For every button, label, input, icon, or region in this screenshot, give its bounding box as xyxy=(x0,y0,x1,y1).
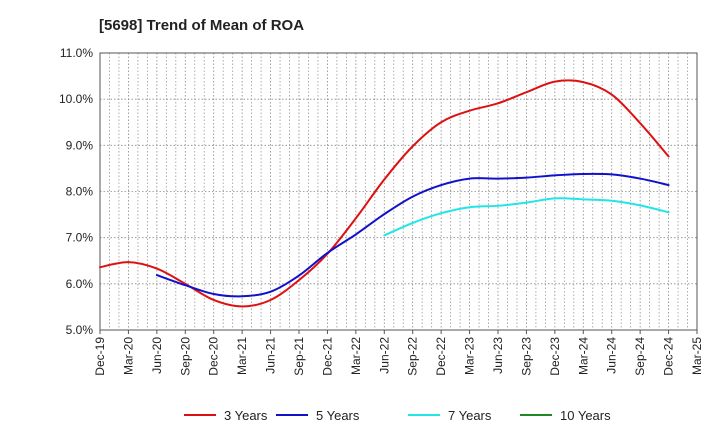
x-tick-label: Dec-24 xyxy=(662,337,676,376)
x-tick-label: Mar-24 xyxy=(576,337,590,375)
y-tick-label: 5.0% xyxy=(66,323,94,337)
y-tick-label: 9.0% xyxy=(66,138,94,152)
x-tick-label: Mar-25 xyxy=(690,337,704,375)
legend: 3 Years 5 Years 7 Years 10 Years xyxy=(184,408,611,423)
x-tick-label: Dec-20 xyxy=(207,337,221,376)
y-tick-label: 7.0% xyxy=(66,231,94,245)
x-tick-label: Jun-23 xyxy=(491,337,505,374)
y-tick-label: 6.0% xyxy=(66,277,94,291)
x-tick-label: Mar-21 xyxy=(235,337,249,375)
x-tick-label: Mar-20 xyxy=(121,337,135,375)
x-tick-label: Mar-23 xyxy=(463,337,477,375)
x-tick-label: Dec-21 xyxy=(320,337,334,376)
x-tick-label: Dec-23 xyxy=(548,337,562,376)
x-tick-label: Dec-22 xyxy=(434,337,448,376)
x-tick-label: Dec-19 xyxy=(93,337,107,376)
chart-title: [5698] Trend of Mean of ROA xyxy=(99,17,304,34)
x-tick-label: Sep-24 xyxy=(633,337,647,376)
legend-label-7-years: 7 Years xyxy=(448,408,492,423)
x-tick-label: Sep-21 xyxy=(292,337,306,376)
plot-area: 5.0% 6.0% 7.0% 8.0% 9.0% 10.0% 11.0% Dec-19 Mar-… xyxy=(59,46,704,376)
series-line-7-years xyxy=(383,197,670,237)
plot-frame xyxy=(99,52,698,331)
x-tick-label: Jun-24 xyxy=(605,337,619,374)
x-tick-label: Sep-23 xyxy=(519,337,533,376)
x-tick-label: Sep-20 xyxy=(178,337,192,376)
x-tick-label: Jun-21 xyxy=(264,337,278,374)
x-tick-label: Mar-22 xyxy=(349,337,363,375)
legend-label-10-years: 10 Years xyxy=(560,408,611,423)
y-tick-label: 11.0% xyxy=(60,46,93,60)
x-tick-label: Jun-20 xyxy=(150,337,164,374)
series-line-5-years xyxy=(155,172,670,298)
y-tick-label: 8.0% xyxy=(66,185,94,199)
legend-label-3-years: 3 Years xyxy=(224,408,268,423)
legend-label-5-years: 5 Years xyxy=(316,408,360,423)
x-tick-label: Sep-22 xyxy=(406,337,420,376)
x-tick-label: Jun-22 xyxy=(377,337,391,374)
y-tick-label: 10.0% xyxy=(59,92,93,106)
